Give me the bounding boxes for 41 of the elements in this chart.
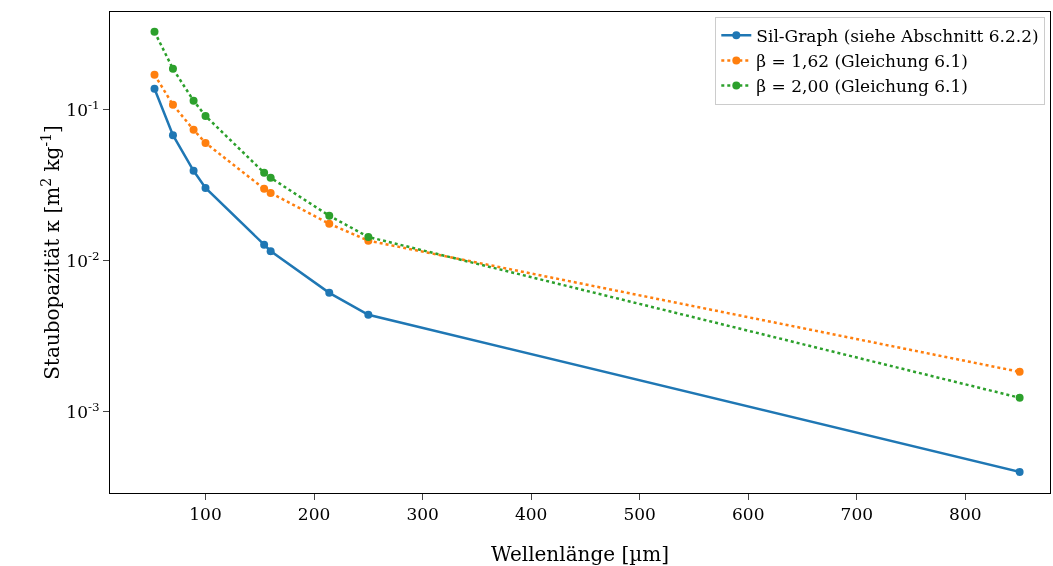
point <box>266 173 275 182</box>
x-tick-label: 500 <box>623 504 656 525</box>
y-tick-label: 10$^{-2}$ <box>66 248 100 271</box>
x-tick-label: 300 <box>406 504 439 525</box>
point <box>150 27 159 36</box>
y-tick-label: 10$^{-1}$ <box>66 97 100 120</box>
point <box>325 219 334 228</box>
x-axis-title: Wellenlänge [µm] <box>490 542 670 566</box>
x-tick-label: 400 <box>514 504 548 525</box>
point <box>201 138 210 147</box>
point <box>189 125 198 134</box>
x-tick-label: 800 <box>949 504 982 525</box>
point <box>189 96 198 105</box>
point <box>1015 367 1024 376</box>
legend-label: Sil-Graph (siehe Abschnitt 6.2.2) <box>756 25 1039 46</box>
point <box>201 111 210 120</box>
x-tick-label: 200 <box>297 504 331 525</box>
point <box>266 188 275 197</box>
legend-label: β = 1,62 (Gleichung 6.1) <box>756 51 968 72</box>
point <box>260 184 269 193</box>
point <box>1015 467 1024 476</box>
point <box>150 84 159 93</box>
x-tick-label: 600 <box>732 504 765 525</box>
x-tick-label: 700 <box>840 504 874 525</box>
point <box>266 247 275 256</box>
legend-label: β = 2,00 (Gleichung 6.1) <box>756 76 968 97</box>
point <box>168 100 177 109</box>
point <box>150 70 159 79</box>
point <box>168 64 177 73</box>
point <box>364 310 373 319</box>
point <box>168 131 177 140</box>
point <box>201 183 210 192</box>
y-tick-label: 10$^{-3}$ <box>66 399 100 422</box>
point <box>260 168 269 177</box>
point <box>189 166 198 175</box>
x-tick-label: 100 <box>189 504 222 525</box>
point <box>1015 393 1024 402</box>
point <box>260 240 269 249</box>
point <box>364 232 373 241</box>
point <box>325 211 334 220</box>
point <box>325 288 334 297</box>
